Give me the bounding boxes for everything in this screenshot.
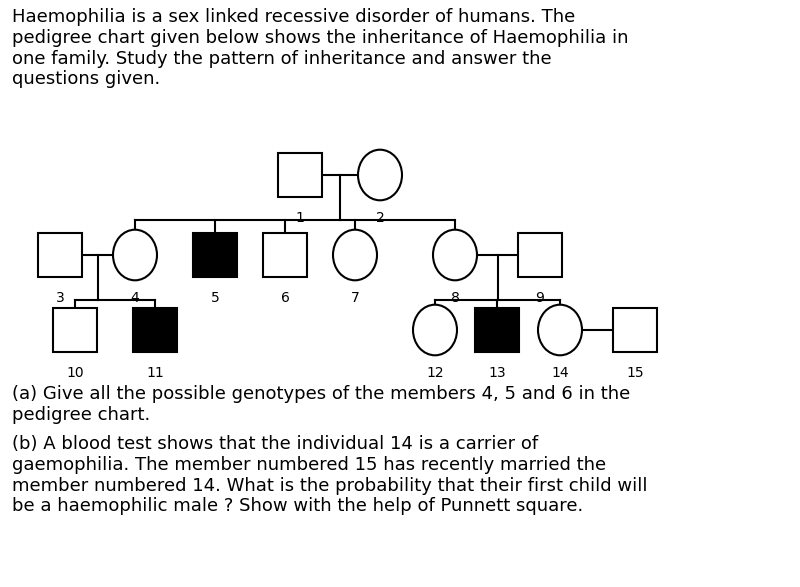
Text: Haemophilia is a sex linked recessive disorder of humans. The
pedigree chart giv: Haemophilia is a sex linked recessive di… <box>12 8 629 89</box>
Text: 7: 7 <box>350 291 359 305</box>
Bar <box>133 308 177 352</box>
Text: 4: 4 <box>130 291 139 305</box>
Text: 1: 1 <box>295 211 305 225</box>
Bar <box>518 233 562 277</box>
Text: (a) Give all the possible genotypes of the members 4, 5 and 6 in the
pedigree ch: (a) Give all the possible genotypes of t… <box>12 385 630 424</box>
Ellipse shape <box>413 305 457 355</box>
Text: 3: 3 <box>56 291 64 305</box>
Text: (b) A blood test shows that the individual 14 is a carrier of
gaemophilia. The m: (b) A blood test shows that the individu… <box>12 435 647 515</box>
Ellipse shape <box>538 305 582 355</box>
Text: 8: 8 <box>450 291 459 305</box>
Text: 6: 6 <box>281 291 290 305</box>
Bar <box>613 308 657 352</box>
Bar <box>475 308 519 352</box>
Text: 12: 12 <box>426 366 444 380</box>
Ellipse shape <box>433 230 477 281</box>
Text: 14: 14 <box>551 366 569 380</box>
Text: 13: 13 <box>488 366 506 380</box>
Ellipse shape <box>113 230 157 281</box>
Bar <box>38 233 82 277</box>
Text: 2: 2 <box>376 211 384 225</box>
Text: 5: 5 <box>210 291 219 305</box>
Text: 11: 11 <box>146 366 164 380</box>
Bar <box>53 308 97 352</box>
Text: 15: 15 <box>626 366 644 380</box>
Text: 9: 9 <box>535 291 545 305</box>
Bar <box>193 233 237 277</box>
Ellipse shape <box>333 230 377 281</box>
Bar <box>278 153 322 197</box>
Text: 10: 10 <box>66 366 84 380</box>
Ellipse shape <box>358 150 402 200</box>
Bar <box>263 233 307 277</box>
